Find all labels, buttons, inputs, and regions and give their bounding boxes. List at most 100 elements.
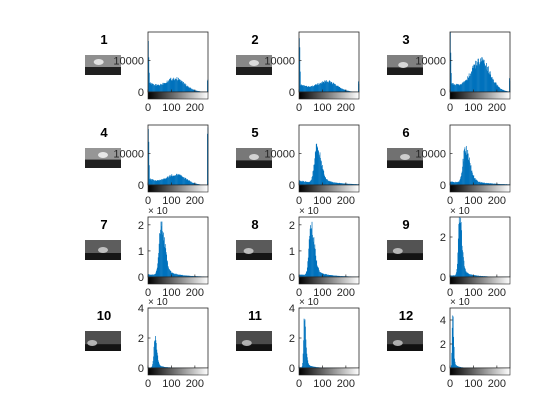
histogram-bar <box>313 170 314 185</box>
thumbnail-image <box>387 55 423 75</box>
histogram-bar <box>182 177 184 185</box>
histogram-bar <box>335 275 336 277</box>
x-tick-label: 0 <box>296 378 302 390</box>
histogram-bar <box>309 86 311 92</box>
histogram-bar <box>171 174 173 185</box>
histogram-bar <box>339 87 341 92</box>
histogram-bar <box>464 267 466 277</box>
histogram-bar <box>160 221 162 277</box>
thumbnail-ground <box>85 67 121 75</box>
histogram-bar <box>466 272 468 277</box>
histogram-bar <box>192 89 193 92</box>
histogram-bar <box>499 88 501 92</box>
histogram-bar <box>152 84 153 92</box>
histogram-bar <box>302 275 303 277</box>
histogram-bar <box>314 366 315 368</box>
histogram-bar <box>311 221 313 277</box>
x-tick-label: 100 <box>464 102 482 114</box>
histogram-bar <box>168 80 169 92</box>
histogram-bar <box>340 183 342 185</box>
histogram-bar <box>479 182 480 185</box>
histogram-bar <box>450 181 452 185</box>
histogram-bar <box>347 90 349 92</box>
histogram-bar <box>299 47 301 92</box>
histogram-bar <box>197 91 198 92</box>
histogram-bar <box>315 150 317 185</box>
histogram-bar <box>193 183 195 185</box>
histogram-bar <box>457 83 459 92</box>
histogram-bar <box>308 365 310 368</box>
histogram-bar <box>458 84 460 92</box>
histogram-bar <box>464 266 465 277</box>
thumbnail-sun <box>398 62 409 68</box>
histogram-bar <box>341 183 343 185</box>
histogram-bar <box>454 182 455 185</box>
histogram-bar <box>483 60 484 92</box>
histogram-bar <box>342 183 343 185</box>
histogram-bar <box>488 74 490 92</box>
histogram-bar <box>493 79 494 92</box>
histogram-bar <box>158 180 160 185</box>
x-tick-label: 200 <box>186 378 204 390</box>
histogram-bars <box>299 38 360 92</box>
histogram-bar <box>342 88 344 92</box>
y-tick-label: 2 <box>440 232 446 244</box>
histogram-bar <box>458 224 460 277</box>
histogram-bar <box>310 180 312 185</box>
panel-number: 10 <box>97 308 111 323</box>
histogram-bar <box>185 178 187 185</box>
histogram-bar <box>154 342 156 368</box>
histogram-bar <box>340 88 342 92</box>
histogram-bar <box>180 274 182 277</box>
histogram-bar <box>467 76 469 92</box>
histogram-bar <box>197 183 198 185</box>
histogram-bar <box>180 79 182 92</box>
histogram-bar <box>330 275 332 277</box>
histogram-bar <box>471 274 473 277</box>
histogram-bar <box>478 62 480 92</box>
histogram-bar <box>305 339 307 368</box>
histogram-bar <box>473 64 475 92</box>
histogram-bar <box>321 273 323 277</box>
histogram-bar <box>195 90 197 92</box>
histogram-bar <box>149 83 151 92</box>
histogram-bar <box>169 79 171 92</box>
histogram-bar <box>314 85 316 92</box>
histogram-bar <box>319 271 320 277</box>
histogram-bar <box>455 274 456 277</box>
histogram-bar <box>175 175 177 185</box>
histogram-bar <box>176 173 178 185</box>
histogram-bar <box>315 367 317 368</box>
histogram-bar <box>492 183 494 185</box>
histogram-bar <box>494 82 495 92</box>
histogram-bar <box>318 154 320 185</box>
histogram-bar <box>170 175 172 185</box>
histogram-bar <box>490 183 492 185</box>
histogram-bar <box>306 357 308 368</box>
histogram-bar <box>454 84 455 92</box>
histogram-bar <box>451 352 453 368</box>
histogram-bar <box>181 80 182 92</box>
y-tick-label: 1 <box>289 246 295 258</box>
histogram-bar <box>324 80 326 92</box>
histogram-bar <box>335 85 337 92</box>
histogram-bar <box>308 364 310 368</box>
histogram-bar <box>480 182 482 185</box>
histogram-bar <box>158 363 160 368</box>
histogram-bar <box>308 239 310 277</box>
histogram-bar <box>333 82 334 92</box>
histogram-bar <box>181 176 183 185</box>
histogram-bar <box>495 183 497 185</box>
histogram-bar <box>162 179 164 185</box>
histogram-bar <box>322 83 324 92</box>
histogram-bar <box>186 275 188 277</box>
histogram-bar <box>478 275 479 277</box>
histogram-bar <box>489 71 491 92</box>
histogram-bar <box>506 91 507 92</box>
histogram-bar <box>312 237 314 277</box>
histogram-bar <box>193 89 195 92</box>
histogram-bar <box>471 170 473 185</box>
histogram-bar <box>468 159 469 185</box>
